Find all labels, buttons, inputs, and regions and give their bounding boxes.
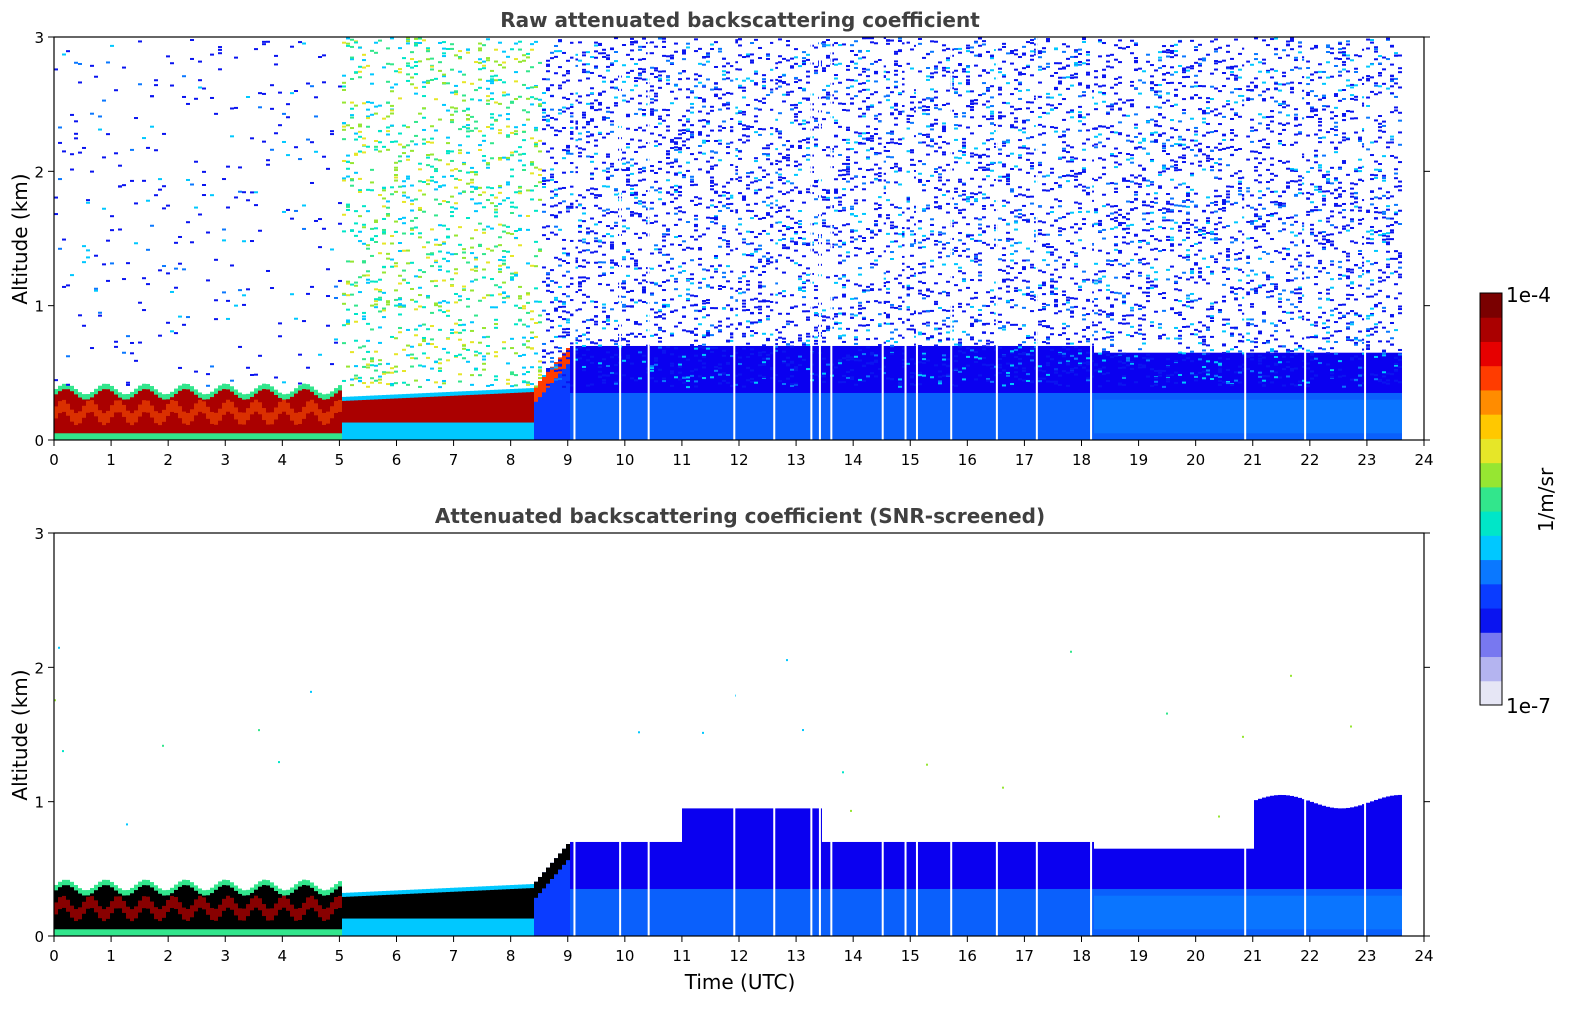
top-x-tick-label: 6 xyxy=(392,451,402,469)
top-y-tick-label: 3 xyxy=(34,29,44,47)
top-x-tick-label: 11 xyxy=(672,451,691,469)
colorbar-segment xyxy=(1480,341,1502,366)
top-x-tick-label: 16 xyxy=(958,451,977,469)
colorbar-segment xyxy=(1480,535,1502,560)
top-y-tick-label: 0 xyxy=(34,432,44,450)
colorbar-max-label: 1e-4 xyxy=(1506,283,1551,307)
bottom-y-axis-label: Altitude (km) xyxy=(8,669,32,800)
top-x-tick-label: 0 xyxy=(49,451,59,469)
top-x-tick-label: 12 xyxy=(729,451,748,469)
bottom-x-tick-label: 11 xyxy=(672,947,691,965)
top-y-tick-label: 1 xyxy=(34,298,44,316)
colorbar-min-label: 1e-7 xyxy=(1506,694,1551,718)
colorbar-segment xyxy=(1480,438,1502,463)
colorbar-segment xyxy=(1480,657,1502,682)
top-x-tick-label: 9 xyxy=(563,451,573,469)
bottom-x-tick-label: 1 xyxy=(106,947,116,965)
top-x-tick-label: 22 xyxy=(1300,451,1319,469)
bottom-x-tick-label: 24 xyxy=(1414,947,1433,965)
bottom-x-tick-label: 0 xyxy=(49,947,59,965)
bottom-panel-title: Attenuated backscattering coefficient (S… xyxy=(435,504,1045,528)
colorbar-segment xyxy=(1480,511,1502,536)
bottom-x-tick-label: 22 xyxy=(1300,947,1319,965)
top-x-tick-label: 21 xyxy=(1243,451,1262,469)
bottom-x-tick-label: 6 xyxy=(392,947,402,965)
bottom-x-tick-label: 3 xyxy=(220,947,230,965)
bottom-x-tick-label: 9 xyxy=(563,947,573,965)
bottom-x-tick-label: 7 xyxy=(449,947,459,965)
top-x-tick-label: 14 xyxy=(844,451,863,469)
bottom-x-tick-label: 12 xyxy=(729,947,748,965)
bottom-x-tick-label: 23 xyxy=(1357,947,1376,965)
bottom-x-tick-label: 2 xyxy=(163,947,173,965)
bottom-x-tick-label: 13 xyxy=(787,947,806,965)
bottom-x-tick-label: 5 xyxy=(335,947,345,965)
top-x-tick-label: 19 xyxy=(1129,451,1148,469)
top-x-tick-label: 8 xyxy=(506,451,516,469)
top-x-tick-label: 3 xyxy=(220,451,230,469)
top-y-tick-label: 2 xyxy=(34,163,44,181)
bottom-y-tick-label: 3 xyxy=(34,525,44,543)
bottom-x-tick-label: 18 xyxy=(1072,947,1091,965)
colorbar-segment xyxy=(1480,390,1502,415)
colorbar-segment xyxy=(1480,487,1502,512)
colorbar-segment xyxy=(1480,414,1502,439)
colorbar-segment xyxy=(1480,584,1502,609)
colorbar-segment xyxy=(1480,560,1502,585)
top-panel-title: Raw attenuated backscattering coefficien… xyxy=(500,8,980,32)
top-x-tick-label: 4 xyxy=(278,451,288,469)
bottom-x-tick-label: 20 xyxy=(1186,947,1205,965)
bottom-x-tick-label: 4 xyxy=(278,947,288,965)
top-x-tick-label: 24 xyxy=(1414,451,1433,469)
bottom-x-tick-label: 17 xyxy=(1015,947,1034,965)
bottom-x-tick-label: 21 xyxy=(1243,947,1262,965)
top-y-axis-label: Altitude (km) xyxy=(8,173,32,304)
bottom-y-tick-label: 0 xyxy=(34,928,44,946)
bottom-y-tick-label: 2 xyxy=(34,659,44,677)
x-axis-label: Time (UTC) xyxy=(685,970,796,994)
colorbar-unit-label: 1/m/sr xyxy=(1534,468,1558,532)
top-x-tick-label: 5 xyxy=(335,451,345,469)
colorbar-segment xyxy=(1480,317,1502,342)
top-heatmap xyxy=(54,37,1402,440)
colorbar-segment xyxy=(1480,366,1502,391)
bottom-heatmap xyxy=(54,533,1402,936)
top-x-tick-label: 13 xyxy=(787,451,806,469)
bottom-x-tick-label: 15 xyxy=(901,947,920,965)
top-x-tick-label: 10 xyxy=(615,451,634,469)
bottom-x-tick-label: 14 xyxy=(844,947,863,965)
top-x-tick-label: 17 xyxy=(1015,451,1034,469)
top-x-tick-label: 7 xyxy=(449,451,459,469)
bottom-y-tick-label: 1 xyxy=(34,794,44,812)
colorbar-segment xyxy=(1480,681,1502,706)
top-x-tick-label: 2 xyxy=(163,451,173,469)
top-x-tick-label: 15 xyxy=(901,451,920,469)
colorbar-segment xyxy=(1480,463,1502,488)
bottom-x-tick-label: 16 xyxy=(958,947,977,965)
colorbar-segment xyxy=(1480,293,1502,318)
top-x-tick-label: 1 xyxy=(106,451,116,469)
bottom-x-tick-label: 8 xyxy=(506,947,516,965)
colorbar-segment xyxy=(1480,608,1502,633)
top-x-tick-label: 18 xyxy=(1072,451,1091,469)
colorbar-segment xyxy=(1480,632,1502,657)
bottom-x-tick-label: 10 xyxy=(615,947,634,965)
top-x-tick-label: 20 xyxy=(1186,451,1205,469)
top-x-tick-label: 23 xyxy=(1357,451,1376,469)
bottom-x-tick-label: 19 xyxy=(1129,947,1148,965)
